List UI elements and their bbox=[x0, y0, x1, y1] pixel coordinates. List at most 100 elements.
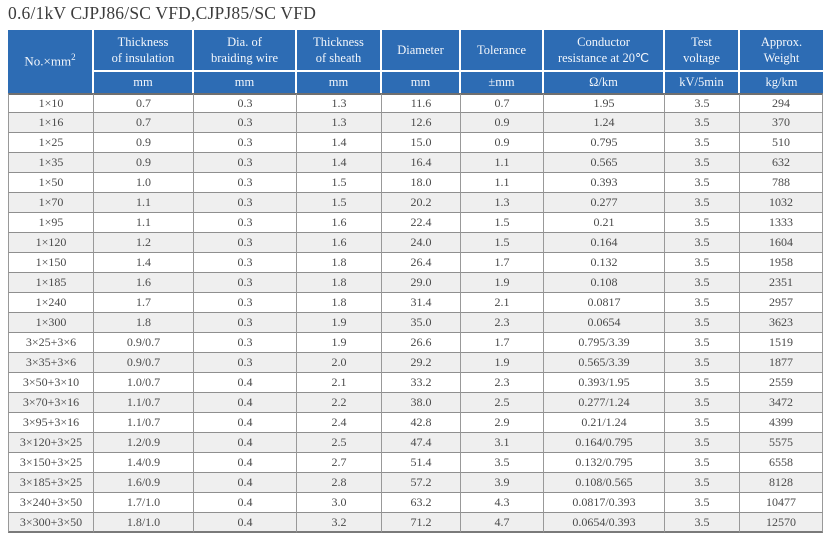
table-cell: 1.4 bbox=[94, 253, 194, 273]
header-cell-test-voltage: Test voltage bbox=[665, 30, 740, 72]
table-cell: 0.9/0.7 bbox=[94, 353, 194, 373]
row-label-cell: 3×35+3×6 bbox=[8, 353, 94, 373]
table-cell: 0.9/0.7 bbox=[94, 333, 194, 353]
table-cell: 1.0/0.7 bbox=[94, 373, 194, 393]
row-label-cell: 3×95+3×16 bbox=[8, 413, 94, 433]
table-row: 1×120 1.2 0.3 1.6 24.0 1.5 0.164 3.5 1604 bbox=[8, 233, 823, 253]
table-row: 3×35+3×6 0.9/0.7 0.3 2.0 29.2 1.9 0.565/3.39 3.… bbox=[8, 353, 823, 373]
header-cell-size: No.×mm2 bbox=[8, 30, 94, 93]
table-row: 3×240+3×50 1.7/1.0 0.4 3.0 63.2 4.3 0.0817/0.3… bbox=[8, 493, 823, 513]
table-cell: 1.8/1.0 bbox=[94, 513, 194, 533]
table-cell: 0.4 bbox=[194, 473, 297, 493]
table-cell: 42.8 bbox=[382, 413, 461, 433]
table-row: 3×185+3×25 1.6/0.9 0.4 2.8 57.2 3.9 0.108/0.56… bbox=[8, 473, 823, 493]
table-cell: 3.5 bbox=[665, 233, 740, 253]
unit-cell-weight: kg/km bbox=[740, 72, 823, 93]
table-cell: 3.5 bbox=[665, 253, 740, 273]
table-cell: 1.1 bbox=[94, 213, 194, 233]
table-cell: 1.7/1.0 bbox=[94, 493, 194, 513]
table-cell: 8128 bbox=[740, 473, 823, 493]
table-cell: 3.5 bbox=[665, 453, 740, 473]
table-cell: 2.4 bbox=[297, 413, 382, 433]
table-cell: 3.5 bbox=[461, 453, 544, 473]
table-cell: 0.3 bbox=[194, 153, 297, 173]
table-cell: 1.6 bbox=[297, 213, 382, 233]
table-cell: 2.1 bbox=[297, 373, 382, 393]
table-cell: 1.4 bbox=[297, 133, 382, 153]
table-cell: 1.1 bbox=[461, 173, 544, 193]
table-cell: 3.5 bbox=[665, 293, 740, 313]
table-cell: 4.3 bbox=[461, 493, 544, 513]
table-cell: 0.9 bbox=[461, 133, 544, 153]
table-cell: 15.0 bbox=[382, 133, 461, 153]
unit-cell-tolerance: ±mm bbox=[461, 72, 544, 93]
table-cell: 57.2 bbox=[382, 473, 461, 493]
table-cell: 1.5 bbox=[297, 173, 382, 193]
table-cell: 0.7 bbox=[461, 93, 544, 113]
table-header: No.×mm2 Thickness of insulation Dia. of … bbox=[8, 30, 823, 93]
table-cell: 3.5 bbox=[665, 513, 740, 533]
table-cell: 3623 bbox=[740, 313, 823, 333]
table-row: 1×95 1.1 0.3 1.6 22.4 1.5 0.21 3.5 1333 bbox=[8, 213, 823, 233]
table-cell: 0.277/1.24 bbox=[544, 393, 665, 413]
table-cell: 1.9 bbox=[461, 353, 544, 373]
table-cell: 1.3 bbox=[297, 93, 382, 113]
row-label-cell: 3×185+3×25 bbox=[8, 473, 94, 493]
table-cell: 3.5 bbox=[665, 273, 740, 293]
table-cell: 0.3 bbox=[194, 133, 297, 153]
table-cell: 5575 bbox=[740, 433, 823, 453]
table-cell: 0.3 bbox=[194, 313, 297, 333]
table-cell: 20.2 bbox=[382, 193, 461, 213]
table-cell: 1.6 bbox=[94, 273, 194, 293]
table-cell: 4399 bbox=[740, 413, 823, 433]
table-cell: 29.2 bbox=[382, 353, 461, 373]
table-cell: 0.565 bbox=[544, 153, 665, 173]
table-row: 1×25 0.9 0.3 1.4 15.0 0.9 0.795 3.5 510 bbox=[8, 133, 823, 153]
table-cell: 1.5 bbox=[297, 193, 382, 213]
table-row: 3×70+3×16 1.1/0.7 0.4 2.2 38.0 2.5 0.277/1.24 3… bbox=[8, 393, 823, 413]
table-cell: 51.4 bbox=[382, 453, 461, 473]
table-cell: 3.5 bbox=[665, 473, 740, 493]
table-cell: 0.393 bbox=[544, 173, 665, 193]
table-cell: 1.1 bbox=[94, 193, 194, 213]
table-cell: 0.164/0.795 bbox=[544, 433, 665, 453]
table-cell: 24.0 bbox=[382, 233, 461, 253]
unit-cell-braiding-wire: mm bbox=[194, 72, 297, 93]
table-cell: 47.4 bbox=[382, 433, 461, 453]
table-cell: 3.5 bbox=[665, 173, 740, 193]
table-cell: 3472 bbox=[740, 393, 823, 413]
table-cell: 1.3 bbox=[297, 113, 382, 133]
row-label-cell: 1×25 bbox=[8, 133, 94, 153]
table-cell: 294 bbox=[740, 93, 823, 113]
table-cell: 1.1 bbox=[461, 153, 544, 173]
table-cell: 1.5 bbox=[461, 233, 544, 253]
table-cell: 3.5 bbox=[665, 213, 740, 233]
table-cell: 3.5 bbox=[665, 433, 740, 453]
table-row: 1×70 1.1 0.3 1.5 20.2 1.3 0.277 3.5 1032 bbox=[8, 193, 823, 213]
table-cell: 1.9 bbox=[461, 273, 544, 293]
table-cell: 0.3 bbox=[194, 273, 297, 293]
row-label-cell: 1×70 bbox=[8, 193, 94, 213]
table-row: 3×50+3×10 1.0/0.7 0.4 2.1 33.2 2.3 0.393/1.95 3… bbox=[8, 373, 823, 393]
table-cell: 1.1/0.7 bbox=[94, 413, 194, 433]
table-cell: 0.132/0.795 bbox=[544, 453, 665, 473]
table-cell: 10477 bbox=[740, 493, 823, 513]
table-cell: 2351 bbox=[740, 273, 823, 293]
unit-cell-insulation: mm bbox=[94, 72, 194, 93]
table-cell: 2.5 bbox=[461, 393, 544, 413]
table-cell: 1.5 bbox=[461, 213, 544, 233]
table-cell: 788 bbox=[740, 173, 823, 193]
table-cell: 2.8 bbox=[297, 473, 382, 493]
table-cell: 1.2 bbox=[94, 233, 194, 253]
table-cell: 26.4 bbox=[382, 253, 461, 273]
table-cell: 2.0 bbox=[297, 353, 382, 373]
table-cell: 3.0 bbox=[297, 493, 382, 513]
table-cell: 0.4 bbox=[194, 393, 297, 413]
table-cell: 3.5 bbox=[665, 313, 740, 333]
table-cell: 1.7 bbox=[461, 333, 544, 353]
table-cell: 0.795 bbox=[544, 133, 665, 153]
table-cell: 3.5 bbox=[665, 333, 740, 353]
table-cell: 1.0 bbox=[94, 173, 194, 193]
header-cell-insulation: Thickness of insulation bbox=[94, 30, 194, 72]
